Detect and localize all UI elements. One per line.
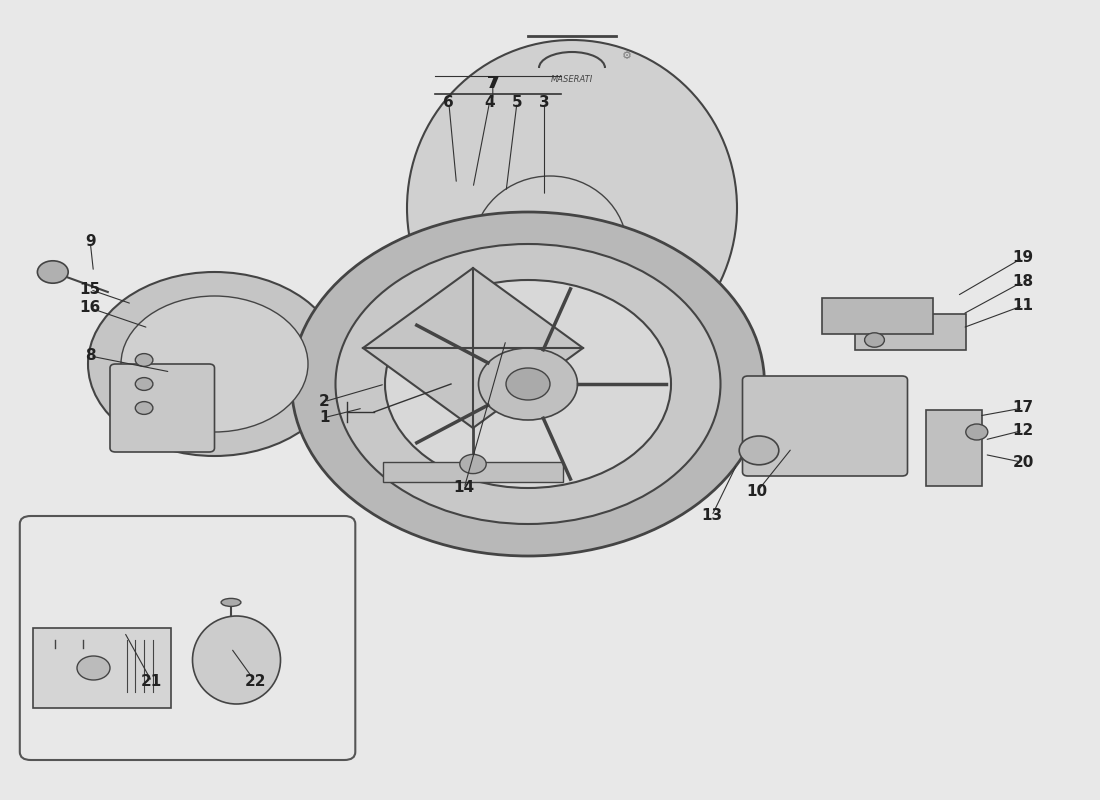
Text: MASERATI: MASERATI: [551, 75, 593, 85]
Text: 16: 16: [79, 301, 101, 315]
FancyBboxPatch shape: [33, 628, 170, 708]
Circle shape: [77, 656, 110, 680]
Text: 22: 22: [244, 674, 266, 689]
Text: 15: 15: [79, 282, 101, 297]
Text: 17: 17: [1012, 401, 1034, 415]
Text: 20: 20: [1012, 455, 1034, 470]
Polygon shape: [363, 268, 583, 428]
Circle shape: [478, 348, 578, 420]
Text: 18: 18: [1012, 274, 1034, 289]
Text: 12: 12: [1012, 423, 1034, 438]
FancyBboxPatch shape: [383, 462, 563, 482]
Circle shape: [37, 261, 68, 283]
Text: 1: 1: [319, 410, 330, 425]
Text: 19: 19: [1012, 250, 1034, 265]
Text: euromotores: euromotores: [289, 366, 811, 434]
Text: 3: 3: [539, 95, 550, 110]
FancyBboxPatch shape: [926, 410, 982, 486]
Text: 9: 9: [85, 234, 96, 249]
Text: 13: 13: [701, 509, 723, 523]
FancyBboxPatch shape: [20, 516, 355, 760]
Ellipse shape: [407, 40, 737, 376]
Circle shape: [121, 296, 308, 432]
Ellipse shape: [192, 616, 280, 704]
Text: 5: 5: [512, 95, 522, 110]
Text: 2: 2: [319, 394, 330, 409]
Text: 14: 14: [453, 481, 475, 495]
Circle shape: [739, 436, 779, 465]
Circle shape: [88, 272, 341, 456]
Text: 10: 10: [746, 485, 768, 499]
Text: 6: 6: [443, 95, 454, 110]
Text: 8: 8: [85, 349, 96, 363]
Text: ⚙: ⚙: [621, 51, 632, 61]
Circle shape: [292, 212, 764, 556]
Circle shape: [506, 368, 550, 400]
Text: 4: 4: [484, 95, 495, 110]
Circle shape: [135, 354, 153, 366]
FancyBboxPatch shape: [742, 376, 907, 476]
Circle shape: [135, 378, 153, 390]
Text: 7: 7: [487, 77, 498, 91]
Circle shape: [966, 424, 988, 440]
Text: 11: 11: [1012, 298, 1034, 313]
Circle shape: [460, 454, 486, 474]
Circle shape: [135, 402, 153, 414]
FancyBboxPatch shape: [822, 298, 933, 334]
Circle shape: [385, 280, 671, 488]
FancyBboxPatch shape: [855, 314, 966, 350]
FancyBboxPatch shape: [110, 364, 214, 452]
Text: 21: 21: [141, 674, 163, 689]
Text: 7: 7: [488, 77, 499, 91]
Circle shape: [865, 333, 884, 347]
Ellipse shape: [221, 598, 241, 606]
Circle shape: [336, 244, 720, 524]
